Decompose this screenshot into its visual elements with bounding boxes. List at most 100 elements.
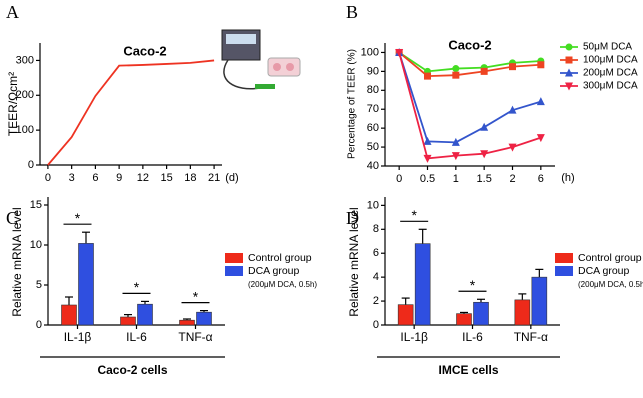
- x-tick-label: TNF-α: [178, 330, 212, 344]
- marker: [536, 97, 545, 106]
- marker: [451, 152, 460, 161]
- legend-label: Control group: [578, 252, 642, 264]
- x-tick-label: 0: [396, 173, 402, 185]
- significance-star: *: [134, 279, 140, 295]
- marker: [480, 122, 489, 131]
- legend-label: 300μM DCA: [583, 81, 638, 92]
- legend-swatch: [555, 253, 573, 263]
- marker: [423, 136, 432, 145]
- chart-title: Caco-2: [123, 43, 166, 58]
- y-tick-label: 4: [373, 271, 379, 283]
- marker: [508, 105, 517, 114]
- significance-star: *: [470, 277, 476, 293]
- x-tick-label: 15: [160, 172, 172, 184]
- y-tick-label: 0: [36, 319, 42, 331]
- y-tick-label: 0: [373, 319, 379, 331]
- bar: [397, 304, 414, 326]
- marker: [395, 48, 404, 57]
- marker: [452, 65, 460, 73]
- device-well: [286, 63, 294, 71]
- line: [47, 59, 215, 166]
- legend-label: 200μM DCA: [583, 68, 638, 79]
- y-tick-label: 10: [367, 199, 379, 211]
- x-tick-label: 0: [45, 172, 51, 184]
- x-tick-label: IL-6: [462, 330, 483, 344]
- y-axis-label: Relative mRNA level: [10, 207, 24, 316]
- x-tick-label: 6: [538, 173, 544, 185]
- bar: [196, 311, 212, 326]
- y-tick-label: 2: [373, 295, 379, 307]
- x-tick-label: IL-1β: [64, 330, 92, 344]
- legend-marker: [565, 43, 573, 51]
- device-screen: [226, 34, 256, 44]
- y-axis-label: Percentage of TEER (%): [347, 49, 358, 159]
- y-tick-label: 100: [16, 124, 34, 136]
- line: [398, 51, 541, 78]
- y-axis-label: TEER/Ωcm²: [6, 72, 20, 136]
- legend-marker: [565, 56, 573, 64]
- legend-swatch: [555, 266, 573, 276]
- x-tick-label: 18: [184, 172, 196, 184]
- x-tick-label: 0.5: [420, 173, 435, 185]
- legend-note: (200μM DCA, 0.5h): [248, 280, 317, 289]
- bar: [414, 243, 431, 326]
- chart-title: Caco-2: [448, 37, 491, 52]
- marker: [508, 143, 517, 152]
- bar: [514, 299, 531, 326]
- y-tick-label: 6: [373, 247, 379, 259]
- y-axis-label: Relative mRNA level: [347, 207, 361, 316]
- legend-marker: [565, 68, 573, 77]
- x-tick-label: 1.5: [477, 173, 492, 185]
- marker: [536, 134, 545, 143]
- bar: [78, 243, 94, 326]
- y-tick-label: 50: [367, 141, 379, 153]
- legend-label: 50μM DCA: [583, 42, 632, 53]
- y-tick-label: 0: [28, 159, 34, 171]
- x-tick-label: IL-1β: [400, 330, 428, 344]
- x-tick-label: 3: [69, 172, 75, 184]
- legend-label: DCA group: [578, 265, 630, 277]
- device-plate: [267, 57, 301, 77]
- bar: [120, 316, 136, 326]
- y-tick-label: 15: [30, 199, 42, 211]
- y-tick-label: 60: [367, 122, 379, 134]
- x-tick-label: 21: [208, 172, 220, 184]
- bar: [61, 304, 77, 326]
- y-tick-label: 10: [30, 239, 42, 251]
- significance-star: *: [75, 210, 81, 226]
- significance-star: *: [411, 207, 417, 223]
- legend-swatch: [225, 253, 243, 263]
- marker: [452, 71, 460, 79]
- x-tick-label: IL-6: [126, 330, 147, 344]
- panel-letter: C: [6, 208, 18, 228]
- x-tick-label: 12: [137, 172, 149, 184]
- device-well: [273, 63, 281, 71]
- bar: [531, 276, 548, 326]
- bar: [179, 319, 195, 326]
- group-label: IMCE cells: [438, 363, 498, 377]
- x-tick-label: 6: [92, 172, 98, 184]
- marker: [424, 72, 431, 80]
- bar: [473, 301, 489, 326]
- device-cable: [223, 59, 261, 90]
- significance-star: *: [193, 288, 199, 304]
- legend-label: 100μM DCA: [583, 55, 638, 66]
- x-axis-unit: (h): [561, 172, 574, 184]
- x-tick-label: 2: [509, 173, 515, 185]
- y-tick-label: 80: [367, 84, 379, 96]
- marker: [423, 154, 432, 163]
- legend-label: DCA group: [248, 265, 300, 277]
- y-tick-label: 300: [16, 54, 34, 66]
- y-tick-label: 100: [361, 46, 379, 58]
- y-tick-label: 200: [16, 89, 34, 101]
- line: [398, 52, 542, 160]
- line: [398, 51, 541, 73]
- y-tick-label: 8: [373, 223, 379, 235]
- marker: [480, 150, 489, 159]
- legend-note: (200μM DCA, 0.5h): [578, 280, 643, 289]
- panel-letter: A: [6, 2, 19, 22]
- device-electrode: [255, 84, 275, 89]
- line: [398, 52, 542, 144]
- x-tick-label: 1: [453, 173, 459, 185]
